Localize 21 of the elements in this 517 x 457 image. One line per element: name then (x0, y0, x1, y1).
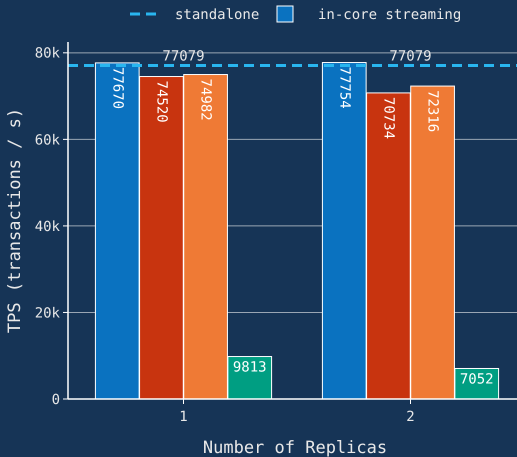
y-axis-title: TPS (transactions / s) (5, 108, 25, 334)
y-tick-label: 80k (34, 46, 61, 62)
data-label: 9813 (232, 360, 267, 376)
legend-label: in-core streaming (318, 7, 462, 23)
y-tick-label: 20k (34, 305, 61, 322)
annotation: 77079 (162, 48, 205, 64)
annotation: 77079 (389, 48, 432, 64)
data-label: 77754 (336, 66, 352, 109)
data-label: 7052 (460, 371, 494, 388)
y-tick-label: 60k (34, 132, 61, 148)
data-label: 70734 (380, 96, 396, 140)
data-label: 72316 (424, 90, 441, 132)
legend-label: standalone (175, 7, 260, 23)
data-label: 74520 (153, 80, 170, 123)
y-tick-label: 0 (52, 392, 60, 408)
x-tick-label: 1 (179, 409, 188, 425)
x-axis-title: Number of Replicas (202, 438, 388, 457)
data-label: 74982 (198, 78, 214, 121)
data-label: 77670 (109, 66, 126, 110)
x-tick-label: 2 (406, 409, 415, 425)
y-tick-label: 40k (34, 218, 61, 235)
